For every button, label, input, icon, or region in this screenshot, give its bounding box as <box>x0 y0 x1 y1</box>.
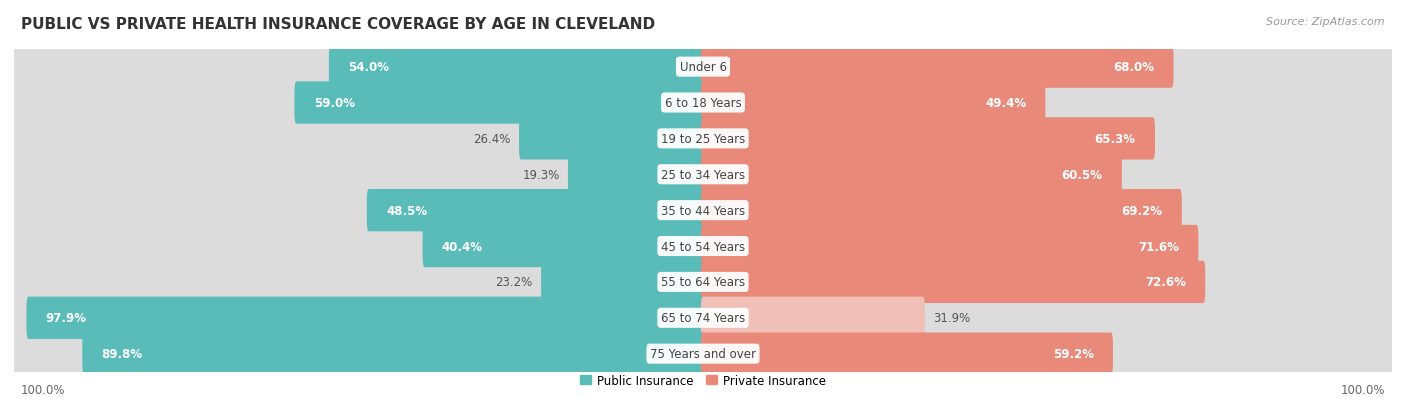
Text: 65 to 74 Years: 65 to 74 Years <box>661 311 745 325</box>
FancyBboxPatch shape <box>294 82 704 124</box>
FancyBboxPatch shape <box>13 118 704 160</box>
FancyBboxPatch shape <box>702 154 1122 196</box>
Text: 59.0%: 59.0% <box>314 97 354 110</box>
FancyBboxPatch shape <box>702 297 1393 339</box>
FancyBboxPatch shape <box>14 264 1392 300</box>
Text: 65.3%: 65.3% <box>1095 133 1136 145</box>
FancyBboxPatch shape <box>14 336 1392 372</box>
FancyBboxPatch shape <box>13 82 704 124</box>
Text: 54.0%: 54.0% <box>349 61 389 74</box>
FancyBboxPatch shape <box>14 85 1392 121</box>
Text: 72.6%: 72.6% <box>1144 276 1185 289</box>
Text: 31.9%: 31.9% <box>934 311 970 325</box>
FancyBboxPatch shape <box>702 333 1114 375</box>
Text: 45 to 54 Years: 45 to 54 Years <box>661 240 745 253</box>
FancyBboxPatch shape <box>702 190 1393 232</box>
FancyBboxPatch shape <box>27 297 704 339</box>
FancyBboxPatch shape <box>702 82 1393 124</box>
Text: 68.0%: 68.0% <box>1114 61 1154 74</box>
Text: 97.9%: 97.9% <box>46 311 87 325</box>
FancyBboxPatch shape <box>13 297 704 339</box>
Text: 40.4%: 40.4% <box>441 240 482 253</box>
FancyBboxPatch shape <box>83 333 704 375</box>
FancyBboxPatch shape <box>702 46 1393 88</box>
FancyBboxPatch shape <box>13 261 704 303</box>
FancyBboxPatch shape <box>13 46 704 88</box>
Text: 100.0%: 100.0% <box>21 384 66 396</box>
FancyBboxPatch shape <box>568 154 704 196</box>
Text: 60.5%: 60.5% <box>1062 169 1102 181</box>
FancyBboxPatch shape <box>13 333 704 375</box>
Text: 48.5%: 48.5% <box>387 204 427 217</box>
Text: 25 to 34 Years: 25 to 34 Years <box>661 169 745 181</box>
Text: Source: ZipAtlas.com: Source: ZipAtlas.com <box>1267 17 1385 26</box>
Text: 71.6%: 71.6% <box>1139 240 1180 253</box>
FancyBboxPatch shape <box>541 261 704 303</box>
Text: Under 6: Under 6 <box>679 61 727 74</box>
FancyBboxPatch shape <box>702 261 1393 303</box>
Text: 19.3%: 19.3% <box>523 169 560 181</box>
Text: 26.4%: 26.4% <box>474 133 510 145</box>
Text: 59.2%: 59.2% <box>1053 347 1094 360</box>
Text: 6 to 18 Years: 6 to 18 Years <box>665 97 741 110</box>
FancyBboxPatch shape <box>702 190 1182 232</box>
FancyBboxPatch shape <box>14 50 1392 85</box>
FancyBboxPatch shape <box>13 190 704 232</box>
FancyBboxPatch shape <box>519 118 704 160</box>
FancyBboxPatch shape <box>702 118 1393 160</box>
FancyBboxPatch shape <box>702 261 1205 303</box>
FancyBboxPatch shape <box>329 46 704 88</box>
Text: 69.2%: 69.2% <box>1122 204 1163 217</box>
FancyBboxPatch shape <box>367 190 704 232</box>
FancyBboxPatch shape <box>702 225 1393 268</box>
Text: 89.8%: 89.8% <box>101 347 142 360</box>
FancyBboxPatch shape <box>702 225 1198 268</box>
Text: 19 to 25 Years: 19 to 25 Years <box>661 133 745 145</box>
Text: PUBLIC VS PRIVATE HEALTH INSURANCE COVERAGE BY AGE IN CLEVELAND: PUBLIC VS PRIVATE HEALTH INSURANCE COVER… <box>21 17 655 31</box>
FancyBboxPatch shape <box>702 118 1154 160</box>
Text: 35 to 44 Years: 35 to 44 Years <box>661 204 745 217</box>
FancyBboxPatch shape <box>14 193 1392 228</box>
FancyBboxPatch shape <box>423 225 704 268</box>
FancyBboxPatch shape <box>13 225 704 268</box>
Text: 100.0%: 100.0% <box>1340 384 1385 396</box>
Text: 23.2%: 23.2% <box>495 276 533 289</box>
Legend: Public Insurance, Private Insurance: Public Insurance, Private Insurance <box>575 369 831 392</box>
FancyBboxPatch shape <box>14 121 1392 157</box>
FancyBboxPatch shape <box>14 300 1392 336</box>
FancyBboxPatch shape <box>702 82 1046 124</box>
FancyBboxPatch shape <box>702 46 1174 88</box>
Text: 55 to 64 Years: 55 to 64 Years <box>661 276 745 289</box>
Text: 75 Years and over: 75 Years and over <box>650 347 756 360</box>
FancyBboxPatch shape <box>702 333 1393 375</box>
Text: 49.4%: 49.4% <box>986 97 1026 110</box>
FancyBboxPatch shape <box>14 228 1392 264</box>
FancyBboxPatch shape <box>13 154 704 196</box>
FancyBboxPatch shape <box>702 297 925 339</box>
FancyBboxPatch shape <box>14 157 1392 193</box>
FancyBboxPatch shape <box>702 154 1393 196</box>
